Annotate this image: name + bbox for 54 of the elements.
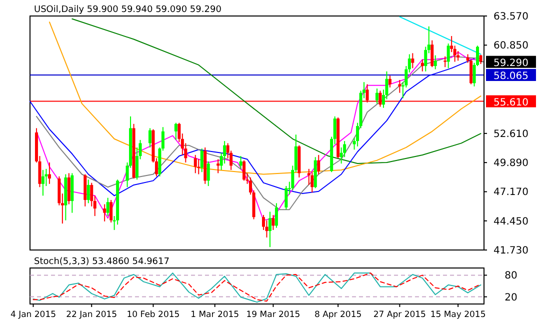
y-tick-label: 49.890 (494, 158, 528, 170)
chart-title: USOil,Daily 59.900 59.940 59.090 59.290 (34, 5, 222, 15)
candlestick (110, 199, 113, 223)
candlestick (284, 186, 288, 210)
candlestick (148, 128, 152, 148)
candlestick (86, 179, 90, 204)
candlestick (375, 88, 378, 104)
candlestick (103, 204, 106, 222)
annotation: 59.290 (494, 58, 528, 69)
candlestick (239, 156, 242, 170)
candlestick (446, 43, 450, 69)
candlestick (67, 172, 70, 205)
y-tick-label: 41.730 (494, 246, 528, 256)
candlestick (48, 162, 51, 184)
candlestick (388, 75, 392, 88)
y-tick-label: 52.610 (494, 128, 528, 140)
candlestick (272, 214, 275, 230)
candlestick (41, 169, 44, 196)
candlestick (479, 54, 482, 64)
x-tick-label: 1 Mar 2015 (190, 310, 240, 320)
y-tick-label: 47.170 (494, 187, 528, 198)
ref-line-label: 58.065 (494, 70, 528, 82)
chart-title: Stoch(5,3,3) 53.4860 54.9617 (34, 257, 170, 267)
x-tick-label: 22 Jan 2015 (66, 310, 118, 320)
candlestick (434, 54, 437, 70)
y-tick-label: 20 (504, 292, 518, 304)
candlestick (444, 56, 447, 68)
candlestick (268, 211, 272, 248)
candlestick (430, 40, 434, 68)
x-tick-label: 15 May 2015 (430, 310, 486, 320)
x-tick-label: 27 Apr 2015 (373, 310, 426, 320)
candlestick (174, 122, 178, 140)
y-tick-label: 63.570 (494, 12, 528, 22)
candlestick (242, 160, 246, 182)
candlestick (310, 172, 314, 193)
candlestick (206, 160, 210, 187)
y-tick-label: 44.450 (494, 216, 528, 228)
x-tick-label: 10 Feb 2015 (126, 310, 180, 320)
candlestick (194, 154, 197, 174)
y-tick-label: 60.850 (494, 40, 528, 52)
x-tick-label: 19 Mar 2015 (246, 310, 300, 320)
y-tick-label: 80 (504, 270, 518, 282)
x-tick-label: 8 Apr 2015 (314, 310, 362, 320)
ref-line-label: 55.610 (494, 97, 528, 108)
candlestick (420, 59, 424, 72)
candlestick (398, 79, 402, 94)
candlestick (411, 52, 414, 69)
candlestick (274, 202, 278, 228)
x-tick-label: 4 Jan 2015 (10, 310, 56, 320)
candlestick (197, 158, 200, 175)
candlestick (106, 197, 110, 217)
candlestick (216, 158, 220, 174)
candlestick (200, 148, 204, 173)
candlestick (317, 154, 320, 175)
